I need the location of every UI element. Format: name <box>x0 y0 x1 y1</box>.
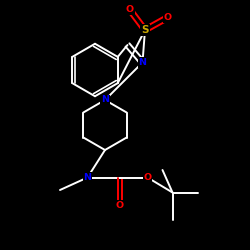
Text: O: O <box>164 13 172 22</box>
Text: S: S <box>141 25 149 35</box>
Text: N: N <box>138 58 146 67</box>
Text: O: O <box>126 6 134 15</box>
Text: O: O <box>116 200 124 209</box>
Text: N: N <box>84 173 92 182</box>
Text: O: O <box>144 173 152 182</box>
Text: N: N <box>101 96 109 104</box>
